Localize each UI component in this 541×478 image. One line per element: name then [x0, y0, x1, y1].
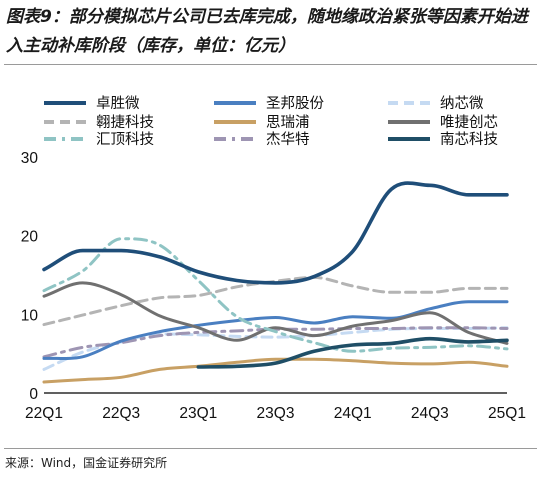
series-line-5 [42, 357, 509, 384]
chart-axes: 0 10 20 30 22Q1 22Q3 23Q1 23Q3 24Q1 24Q3 25Q1 [21, 150, 526, 422]
series-line-6 [42, 281, 509, 345]
series-line-8 [42, 326, 509, 359]
x-tick-label: 23Q3 [257, 405, 295, 422]
title-divider [4, 64, 537, 65]
legend-label-5: 思瑞浦 [266, 114, 310, 131]
series-line-1 [42, 181, 509, 285]
series-line-7 [42, 237, 509, 353]
source-divider [4, 448, 537, 449]
x-tick-label: 24Q3 [411, 405, 449, 422]
chart-series [42, 181, 509, 384]
y-tick-label: 20 [21, 229, 39, 246]
legend-label-7: 汇顶科技 [96, 131, 154, 148]
series-line-9 [196, 336, 509, 369]
x-tick-label: 22Q1 [25, 405, 63, 422]
x-tick-label: 24Q1 [334, 405, 372, 422]
series-line-2 [42, 300, 509, 360]
legend-label-3: 纳芯微 [440, 95, 484, 112]
y-tick-label: 30 [21, 150, 39, 167]
legend-label-2: 圣邦股份 [266, 95, 324, 112]
x-tick-label: 22Q3 [102, 405, 140, 422]
legend-label-1: 卓胜微 [96, 95, 140, 112]
y-tick-label: 10 [21, 307, 39, 324]
x-tick-label: 25Q1 [488, 405, 526, 422]
legend-label-9: 南芯科技 [440, 131, 498, 148]
y-tick-label: 0 [29, 386, 38, 403]
source-note: 来源：Wind，国金证券研究所 [5, 456, 168, 470]
legend-label-6: 唯捷创芯 [440, 114, 498, 131]
legend-label-8: 杰华特 [266, 131, 310, 148]
series-line-4 [42, 275, 509, 327]
x-tick-label: 23Q1 [179, 405, 217, 422]
figure-title: 图表9：部分模拟芯片公司已去库完成，随地缘政治紧张等因素开始进入主动补库阶段（库… [6, 7, 528, 56]
legend-label-4: 翱捷科技 [96, 114, 154, 131]
